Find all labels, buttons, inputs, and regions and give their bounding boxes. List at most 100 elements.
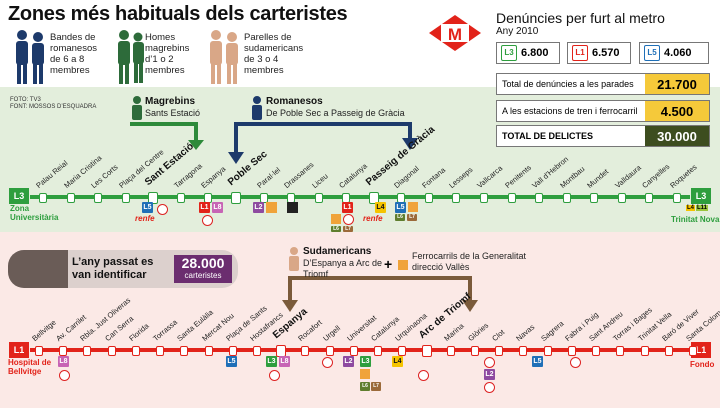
l3-value: 6.800 bbox=[521, 47, 549, 59]
l7-transfer-catalunya2: L7 bbox=[371, 382, 381, 391]
station-dot bbox=[673, 193, 681, 203]
station-dot bbox=[148, 192, 159, 204]
stat-tren-value: 4.500 bbox=[645, 101, 709, 121]
identified-box: L’any passat es van identificar 28.000 c… bbox=[8, 250, 238, 288]
fgc-espanya-icon bbox=[202, 215, 213, 226]
l7-transfer-diagonal: L7 bbox=[407, 214, 417, 221]
station-dot bbox=[314, 193, 323, 203]
l3-badge: L3 bbox=[501, 45, 517, 61]
station-dot bbox=[94, 193, 103, 203]
metro-logo-icon: M bbox=[429, 15, 481, 51]
legend-sudamericans: Parelles de sudamericans de 3 o 4 membres bbox=[244, 32, 304, 76]
l1-end-right: Fondo bbox=[690, 360, 715, 369]
stat-parades-value: 21.700 bbox=[645, 74, 709, 94]
station-dot bbox=[592, 346, 601, 356]
l1-line bbox=[30, 348, 690, 352]
l8-transfer-espanya: L8 bbox=[212, 202, 223, 213]
magrebi-small-icon bbox=[132, 96, 142, 120]
line-l1-denuncies: L1 6.570 bbox=[567, 42, 631, 64]
l1-transfer-catalunya: L1 bbox=[342, 202, 353, 213]
bus-sants-icon bbox=[157, 204, 168, 215]
l5-transfer-sagrera: L5 bbox=[532, 356, 543, 367]
l6-transfer-catalunya: L6 bbox=[331, 226, 341, 232]
station-dot bbox=[253, 346, 261, 356]
station-dot bbox=[131, 346, 140, 356]
station-dot bbox=[180, 346, 189, 356]
funicular-icon bbox=[266, 202, 277, 213]
station-dot bbox=[452, 193, 461, 203]
l6-transfer-diagonal: L6 bbox=[395, 214, 405, 221]
legend-magrebins: Homes magrebins d’1 o 2 membres bbox=[145, 32, 190, 76]
legend-romanesos: Bandes de romanesos de 6 a 8 membres bbox=[50, 32, 97, 76]
l5-transfer-plsants: L5 bbox=[226, 356, 237, 367]
fgc-catalunya-icon bbox=[331, 214, 341, 224]
station-dot bbox=[59, 346, 68, 356]
station-dot bbox=[156, 346, 165, 356]
l5-transfer-diagonal: L5 bbox=[395, 202, 406, 213]
station-dot bbox=[471, 346, 479, 356]
station-dot bbox=[176, 193, 185, 203]
sudamerican-figures-icon bbox=[210, 30, 238, 84]
l7-transfer-catalunya: L7 bbox=[343, 226, 353, 232]
l5-transfer-sants: L5 bbox=[142, 202, 153, 213]
renfe-clot-circle bbox=[484, 382, 495, 393]
l1-badge: L1 bbox=[572, 45, 588, 61]
station-dot bbox=[590, 193, 599, 203]
sources: FOTO: TV3 FONT: MOSSOS D’ESQUADRA bbox=[10, 97, 97, 110]
fgc-espanya2-circle bbox=[269, 370, 280, 381]
station-dot bbox=[374, 346, 383, 356]
magrebi-figures-icon bbox=[118, 30, 144, 84]
sudamericans-where: D’Espanya a Arc de Triomf bbox=[303, 258, 383, 279]
l11-badge: L11 bbox=[696, 205, 709, 211]
station-dot bbox=[121, 193, 130, 203]
ferrocarrils-text: Ferrocarrils de la Generalitat direcció … bbox=[412, 251, 527, 272]
station-dot bbox=[83, 346, 92, 356]
station-dot bbox=[66, 193, 75, 203]
identified-unit: carteristes bbox=[184, 271, 222, 280]
station-dot bbox=[398, 346, 407, 356]
page-title: Zones més habituals dels carteristes bbox=[8, 3, 348, 25]
station-dot bbox=[535, 193, 544, 203]
l5-value: 4.060 bbox=[664, 47, 692, 59]
l3-line bbox=[30, 195, 690, 199]
metro-panel-subtitle: Any 2010 bbox=[496, 26, 539, 37]
l2-transfer-universitat: L2 bbox=[343, 356, 354, 367]
line-l3-denuncies: L3 6.800 bbox=[496, 42, 560, 64]
station-dot bbox=[349, 346, 358, 356]
line-l5-denuncies: L5 4.060 bbox=[639, 42, 709, 64]
photo-thumb bbox=[8, 250, 68, 288]
l3-transfer-catalunya: L3 bbox=[360, 356, 371, 367]
station-dot bbox=[495, 346, 504, 356]
bus-arc-circle bbox=[418, 370, 429, 381]
romanian-figures-icon bbox=[16, 30, 44, 84]
l8-transfer-espanya2: L8 bbox=[279, 356, 290, 367]
l3-end-right: Trinitat Nova bbox=[671, 215, 720, 224]
sudamerican-small-icon bbox=[289, 247, 299, 271]
l1-start-badge: L1 bbox=[9, 342, 29, 358]
station-dot bbox=[228, 346, 237, 356]
l4-transfer-pg: L4 bbox=[375, 202, 386, 213]
identified-value-box: 28.000 carteristes bbox=[174, 255, 232, 283]
l4-badge: L4 bbox=[686, 205, 696, 211]
l4-transfer-urquinaona: L4 bbox=[392, 356, 403, 367]
drassanes-icon bbox=[287, 202, 298, 213]
station-dot bbox=[543, 346, 552, 356]
plus-sign: + bbox=[384, 256, 393, 272]
magrebins-label: Magrebins bbox=[145, 96, 196, 107]
renfe-catalunya-circle bbox=[343, 214, 354, 225]
l2-transfer-clot: L2 bbox=[484, 369, 495, 380]
station-dot bbox=[39, 193, 47, 203]
renfe-sants-icon: renfe bbox=[135, 214, 155, 223]
station-dot bbox=[301, 346, 310, 356]
sudamericans-label: Sudamericans bbox=[303, 246, 372, 257]
fgc-diagonal-icon bbox=[408, 202, 418, 212]
station-dot bbox=[562, 193, 571, 203]
l3-transfer-espanya: L3 bbox=[266, 356, 277, 367]
station-dot bbox=[567, 346, 576, 356]
station-dot bbox=[480, 193, 489, 203]
identified-value: 28.000 bbox=[181, 255, 225, 271]
station-dot bbox=[325, 346, 334, 356]
romanesos-label: Romanesos bbox=[266, 96, 323, 107]
station-dot bbox=[368, 192, 379, 204]
l1-end-left: Hospital de Bellvitge bbox=[8, 358, 52, 376]
